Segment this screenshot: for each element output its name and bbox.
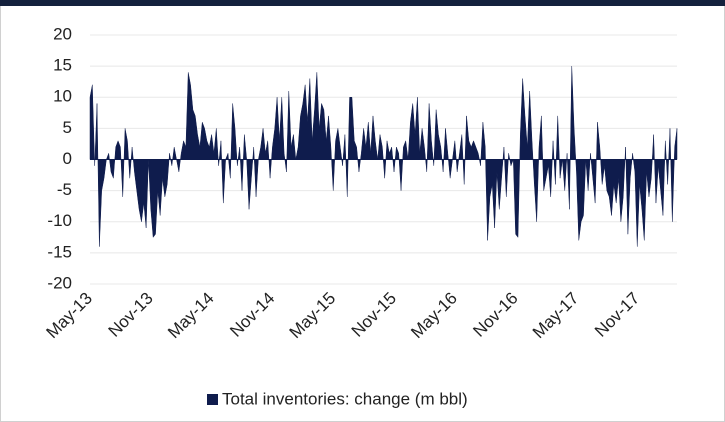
y-tick-label: -5 xyxy=(57,180,72,199)
y-tick-label: -10 xyxy=(47,211,72,230)
y-tick-label: 15 xyxy=(53,56,72,75)
y-tick-label: -20 xyxy=(47,273,72,292)
legend-label: Total inventories: change (m bbl) xyxy=(222,389,468,408)
area xyxy=(89,66,678,247)
y-tick-label: 5 xyxy=(63,118,72,137)
y-tick-label: 0 xyxy=(63,149,72,168)
y-tick-label: -15 xyxy=(47,242,72,261)
legend-swatch xyxy=(207,394,218,405)
y-tick-label: 20 xyxy=(53,24,72,43)
y-tick-label: 10 xyxy=(53,87,72,106)
top-bar xyxy=(0,0,725,6)
